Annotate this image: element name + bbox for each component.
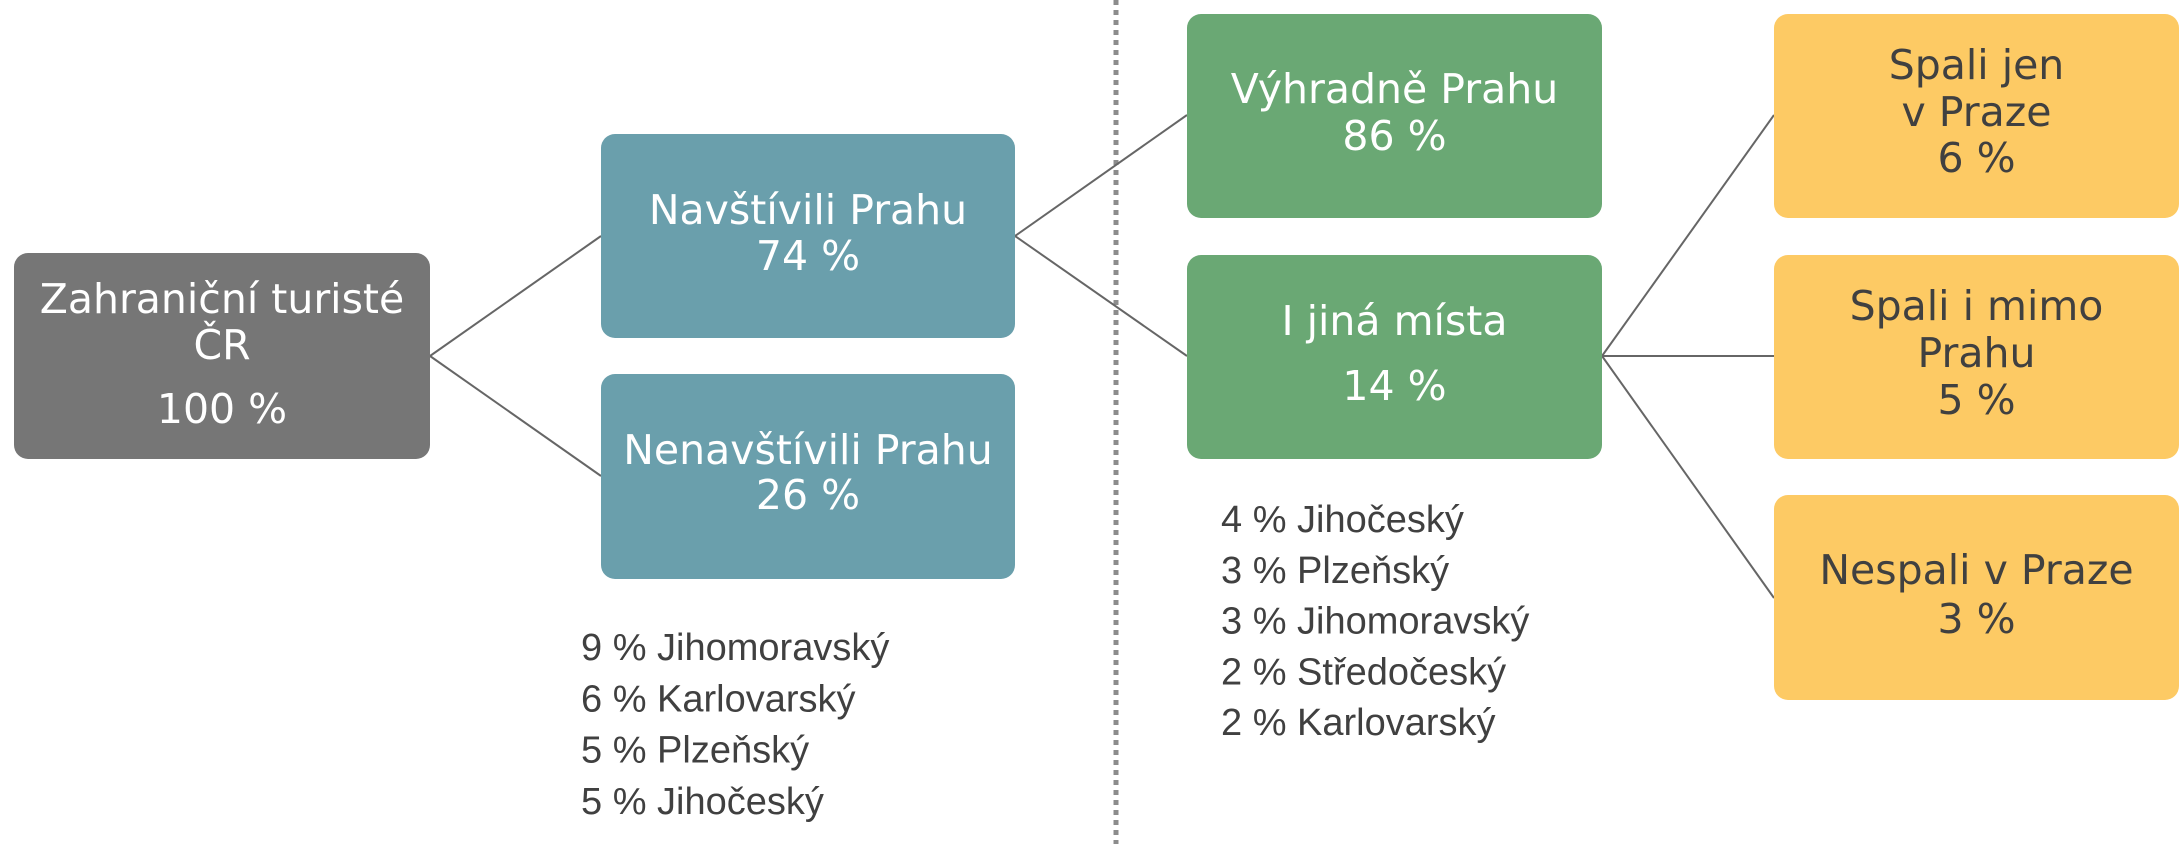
node-box: [1774, 255, 2179, 459]
node-label: 6 %: [1937, 134, 2015, 182]
node-label: Zahraniční turisté: [40, 275, 404, 323]
connectors: [429, 114, 1775, 599]
connector: [1014, 235, 1188, 357]
node-label: Spali i mimo: [1850, 282, 2104, 330]
node-label: 86 %: [1342, 112, 1446, 160]
node-label: ČR: [193, 321, 250, 369]
list-item: 2 % Karlovarský: [1221, 702, 1496, 744]
node-label: Nenavštívili Prahu: [623, 426, 993, 474]
connector: [1014, 114, 1188, 237]
node-label: 74 %: [756, 232, 860, 280]
node-label: Nespali v Praze: [1819, 546, 2133, 594]
node-label: 14 %: [1342, 362, 1446, 410]
node-label: 100 %: [157, 385, 287, 433]
connector: [429, 235, 602, 357]
list-item: 9 % Jihomoravský: [581, 627, 889, 669]
node-box: [1187, 14, 1602, 218]
node-box: [601, 134, 1015, 338]
node-label: Navštívili Prahu: [649, 186, 967, 234]
node-box: [14, 253, 430, 459]
node-label: Výhradně Prahu: [1231, 65, 1558, 113]
node-label: 26 %: [756, 471, 860, 519]
list-item: 4 % Jihočeský: [1221, 499, 1464, 541]
list-item: 6 % Karlovarský: [581, 678, 856, 720]
list-item: 5 % Plzeňský: [581, 730, 809, 772]
node-label: Prahu: [1918, 329, 2036, 377]
connector: [1601, 355, 1775, 599]
list-item: 5 % Jihočeský: [581, 781, 824, 823]
list-item: 2 % Středočeský: [1221, 651, 1506, 693]
node-label: I jiná místa: [1282, 297, 1508, 345]
node-box: [1774, 14, 2179, 218]
connector: [1601, 114, 1775, 357]
node-label: v Praze: [1901, 88, 2051, 136]
node-label: Spali jen: [1889, 41, 2065, 89]
list-item: 3 % Plzeňský: [1221, 550, 1449, 592]
node-box: [601, 374, 1015, 579]
node-box: [1774, 495, 2179, 700]
node-box: [1187, 255, 1602, 459]
connector: [429, 355, 602, 477]
list-item: 3 % Jihomoravský: [1221, 601, 1529, 643]
node-label: 3 %: [1937, 595, 2015, 643]
node-label: 5 %: [1937, 376, 2015, 424]
